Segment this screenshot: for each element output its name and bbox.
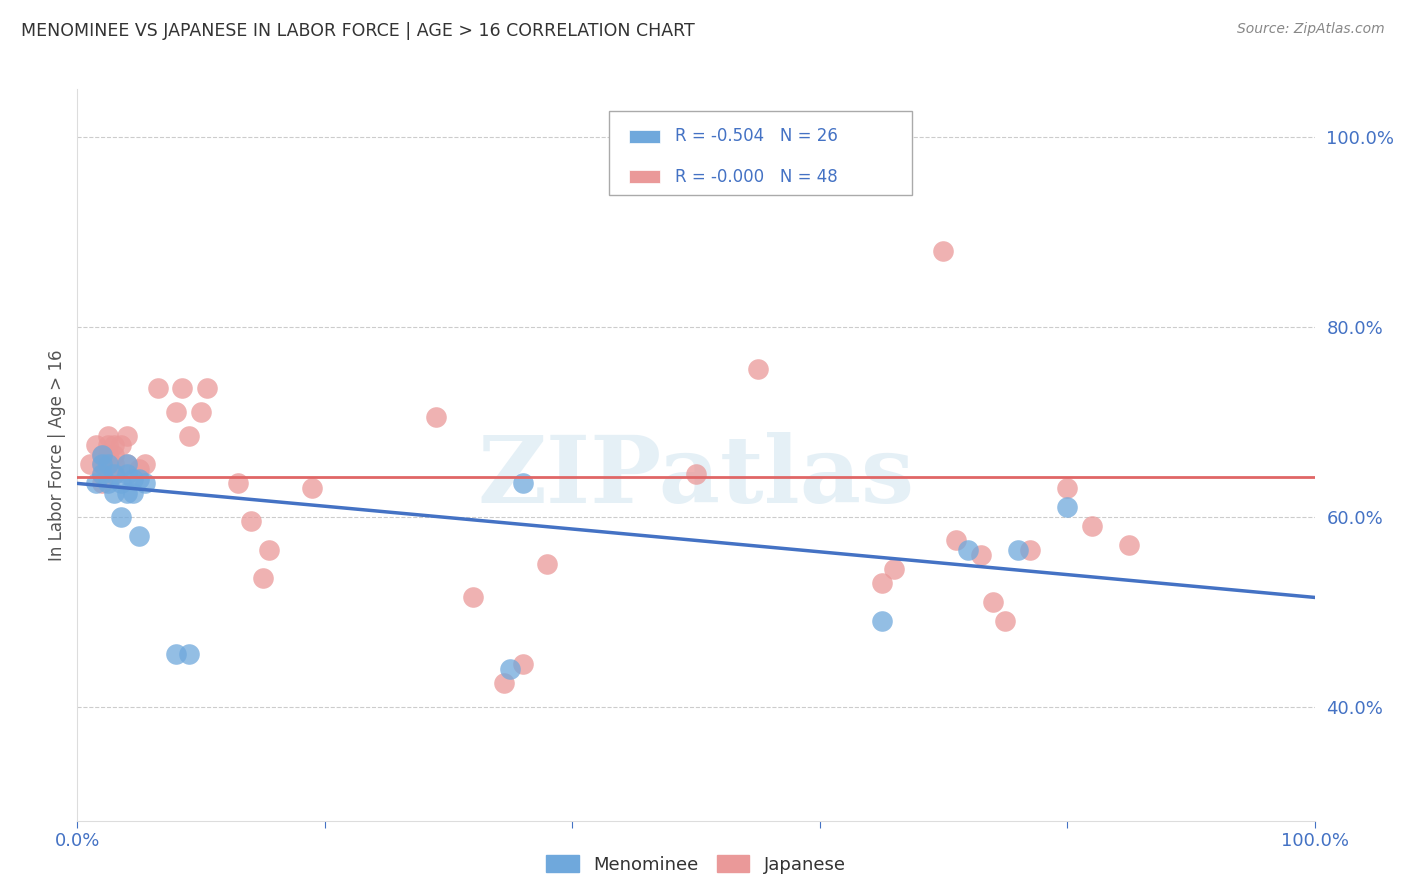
Point bbox=[1081, 519, 1104, 533]
Point bbox=[115, 467, 138, 481]
Point bbox=[239, 515, 262, 529]
Point bbox=[91, 458, 114, 472]
Point bbox=[165, 648, 187, 662]
Point bbox=[128, 529, 150, 543]
Point bbox=[103, 438, 125, 452]
Text: ZIPatlas: ZIPatlas bbox=[478, 432, 914, 522]
Point bbox=[512, 476, 534, 491]
Point bbox=[103, 467, 125, 481]
Point bbox=[994, 614, 1017, 628]
Point bbox=[97, 448, 120, 462]
Point bbox=[252, 571, 274, 585]
Point bbox=[747, 362, 769, 376]
Point bbox=[932, 244, 955, 258]
Point bbox=[226, 476, 249, 491]
Point bbox=[870, 576, 893, 591]
Point bbox=[1007, 542, 1029, 557]
Point bbox=[97, 476, 120, 491]
Legend: Menominee, Japanese: Menominee, Japanese bbox=[538, 848, 853, 881]
Point bbox=[494, 676, 516, 690]
Point bbox=[122, 472, 145, 486]
Point bbox=[195, 381, 218, 395]
Point bbox=[969, 548, 991, 562]
Point bbox=[103, 458, 125, 472]
Point bbox=[190, 405, 212, 419]
Point bbox=[91, 458, 114, 472]
Point bbox=[103, 448, 125, 462]
Point bbox=[512, 657, 534, 671]
Point bbox=[165, 405, 187, 419]
Point bbox=[91, 448, 114, 462]
Point bbox=[103, 467, 125, 481]
Text: R = -0.000   N = 48: R = -0.000 N = 48 bbox=[675, 168, 838, 186]
Point bbox=[1118, 538, 1140, 552]
FancyBboxPatch shape bbox=[628, 130, 661, 143]
Point bbox=[425, 409, 447, 424]
Point bbox=[115, 458, 138, 472]
Point bbox=[957, 542, 980, 557]
Point bbox=[115, 429, 138, 443]
Point bbox=[122, 486, 145, 500]
Point bbox=[97, 458, 120, 472]
Point bbox=[134, 458, 156, 472]
Point bbox=[172, 381, 194, 395]
Point bbox=[91, 448, 114, 462]
Point bbox=[110, 509, 132, 524]
Point bbox=[1019, 542, 1042, 557]
Point bbox=[146, 381, 169, 395]
Point bbox=[499, 662, 522, 676]
Point bbox=[1056, 500, 1078, 515]
Point bbox=[981, 595, 1004, 609]
Point bbox=[536, 557, 558, 571]
Point bbox=[128, 462, 150, 476]
Point bbox=[128, 472, 150, 486]
Point bbox=[103, 486, 125, 500]
Point bbox=[97, 458, 120, 472]
Point bbox=[84, 476, 107, 491]
Y-axis label: In Labor Force | Age > 16: In Labor Force | Age > 16 bbox=[48, 349, 66, 561]
Text: MENOMINEE VS JAPANESE IN LABOR FORCE | AGE > 16 CORRELATION CHART: MENOMINEE VS JAPANESE IN LABOR FORCE | A… bbox=[21, 22, 695, 40]
Point bbox=[134, 476, 156, 491]
FancyBboxPatch shape bbox=[628, 170, 661, 184]
Point bbox=[870, 614, 893, 628]
Point bbox=[91, 467, 114, 481]
Point bbox=[685, 467, 707, 481]
Point bbox=[945, 533, 967, 548]
Point bbox=[110, 438, 132, 452]
Point bbox=[1056, 481, 1078, 495]
Point bbox=[115, 458, 138, 472]
Point bbox=[79, 458, 101, 472]
Point bbox=[110, 476, 132, 491]
Point bbox=[301, 481, 323, 495]
Point bbox=[883, 562, 905, 576]
Text: R = -0.504   N = 26: R = -0.504 N = 26 bbox=[675, 128, 838, 145]
Point bbox=[115, 486, 138, 500]
Point bbox=[97, 429, 120, 443]
Point bbox=[257, 542, 280, 557]
Text: Source: ZipAtlas.com: Source: ZipAtlas.com bbox=[1237, 22, 1385, 37]
Point bbox=[177, 648, 200, 662]
Point bbox=[177, 429, 200, 443]
FancyBboxPatch shape bbox=[609, 112, 912, 195]
Point bbox=[463, 591, 485, 605]
Point bbox=[91, 476, 114, 491]
Point bbox=[91, 467, 114, 481]
Point bbox=[97, 438, 120, 452]
Point bbox=[84, 438, 107, 452]
